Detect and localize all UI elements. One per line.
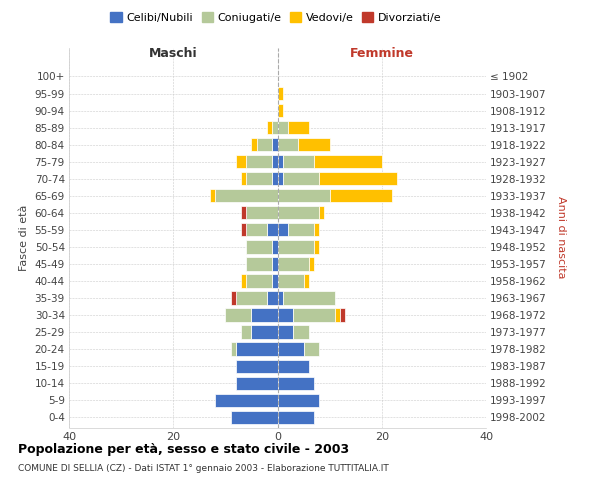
Bar <box>277 394 319 407</box>
Bar <box>314 240 319 254</box>
Bar <box>241 172 246 186</box>
Bar <box>277 104 283 117</box>
Bar <box>215 394 277 407</box>
Bar <box>246 223 267 236</box>
Bar <box>277 410 314 424</box>
Bar <box>272 258 277 270</box>
Bar <box>288 223 314 236</box>
Bar <box>277 138 298 151</box>
Bar <box>319 172 397 186</box>
Bar <box>277 292 283 304</box>
Bar <box>272 240 277 254</box>
Bar <box>277 274 304 287</box>
Bar <box>236 342 277 356</box>
Bar <box>246 258 272 270</box>
Bar <box>277 87 283 100</box>
Bar <box>272 138 277 151</box>
Bar <box>283 172 319 186</box>
Bar <box>251 326 277 338</box>
Bar <box>241 223 246 236</box>
Bar <box>226 308 251 322</box>
Bar <box>304 274 309 287</box>
Legend: Celibi/Nubili, Coniugati/e, Vedovi/e, Divorziati/e: Celibi/Nubili, Coniugati/e, Vedovi/e, Di… <box>106 8 446 28</box>
Bar <box>272 172 277 186</box>
Bar <box>267 223 277 236</box>
Bar <box>277 121 288 134</box>
Bar <box>241 206 246 220</box>
Bar <box>277 172 283 186</box>
Bar <box>335 308 340 322</box>
Bar <box>241 326 251 338</box>
Bar <box>251 138 257 151</box>
Text: Femmine: Femmine <box>350 47 414 60</box>
Y-axis label: Fasce di età: Fasce di età <box>19 204 29 270</box>
Bar <box>241 274 246 287</box>
Bar <box>277 258 309 270</box>
Bar <box>298 138 329 151</box>
Bar <box>230 410 277 424</box>
Bar <box>236 155 246 168</box>
Bar <box>246 274 272 287</box>
Bar <box>236 360 277 373</box>
Bar <box>277 308 293 322</box>
Bar <box>314 223 319 236</box>
Bar <box>304 342 319 356</box>
Bar <box>210 189 215 202</box>
Bar <box>329 189 392 202</box>
Bar <box>272 274 277 287</box>
Bar <box>251 308 277 322</box>
Text: Maschi: Maschi <box>149 47 197 60</box>
Bar <box>267 292 277 304</box>
Bar <box>288 121 309 134</box>
Bar <box>277 223 288 236</box>
Bar <box>215 189 277 202</box>
Bar <box>230 292 236 304</box>
Bar <box>267 121 272 134</box>
Bar <box>319 206 325 220</box>
Text: Popolazione per età, sesso e stato civile - 2003: Popolazione per età, sesso e stato civil… <box>18 442 349 456</box>
Bar <box>277 376 314 390</box>
Bar <box>236 292 267 304</box>
Bar <box>277 206 319 220</box>
Bar <box>314 155 382 168</box>
Bar <box>277 189 329 202</box>
Bar <box>293 326 309 338</box>
Bar <box>309 258 314 270</box>
Bar <box>277 360 309 373</box>
Bar <box>283 292 335 304</box>
Bar <box>277 155 283 168</box>
Bar <box>257 138 272 151</box>
Text: COMUNE DI SELLIA (CZ) - Dati ISTAT 1° gennaio 2003 - Elaborazione TUTTITALIA.IT: COMUNE DI SELLIA (CZ) - Dati ISTAT 1° ge… <box>18 464 389 473</box>
Y-axis label: Anni di nascita: Anni di nascita <box>556 196 566 279</box>
Bar <box>246 155 272 168</box>
Bar <box>230 342 236 356</box>
Bar <box>277 326 293 338</box>
Bar <box>246 172 272 186</box>
Bar <box>236 376 277 390</box>
Bar <box>246 206 277 220</box>
Bar <box>272 155 277 168</box>
Bar <box>277 342 304 356</box>
Bar <box>246 240 272 254</box>
Bar <box>277 240 314 254</box>
Bar <box>283 155 314 168</box>
Bar <box>340 308 345 322</box>
Bar <box>272 121 277 134</box>
Bar <box>293 308 335 322</box>
